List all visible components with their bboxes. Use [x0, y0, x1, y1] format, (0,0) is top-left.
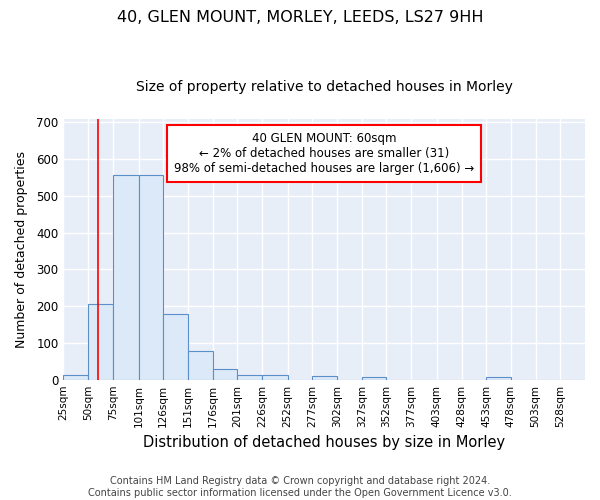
- Bar: [262, 374, 287, 380]
- Bar: [163, 314, 188, 380]
- Text: 40 GLEN MOUNT: 60sqm
← 2% of detached houses are smaller (31)
98% of semi-detach: 40 GLEN MOUNT: 60sqm ← 2% of detached ho…: [174, 132, 475, 175]
- Bar: [486, 376, 511, 380]
- Bar: [237, 374, 262, 380]
- Bar: [362, 376, 386, 380]
- Y-axis label: Number of detached properties: Number of detached properties: [15, 150, 28, 348]
- Bar: [188, 350, 212, 380]
- Bar: [313, 376, 337, 380]
- Bar: [139, 176, 163, 380]
- Text: Contains HM Land Registry data © Crown copyright and database right 2024.
Contai: Contains HM Land Registry data © Crown c…: [88, 476, 512, 498]
- Title: Size of property relative to detached houses in Morley: Size of property relative to detached ho…: [136, 80, 512, 94]
- Bar: [212, 368, 237, 380]
- X-axis label: Distribution of detached houses by size in Morley: Distribution of detached houses by size …: [143, 435, 505, 450]
- Bar: [113, 176, 139, 380]
- Text: 40, GLEN MOUNT, MORLEY, LEEDS, LS27 9HH: 40, GLEN MOUNT, MORLEY, LEEDS, LS27 9HH: [117, 10, 483, 25]
- Bar: [64, 375, 88, 380]
- Bar: [88, 304, 113, 380]
